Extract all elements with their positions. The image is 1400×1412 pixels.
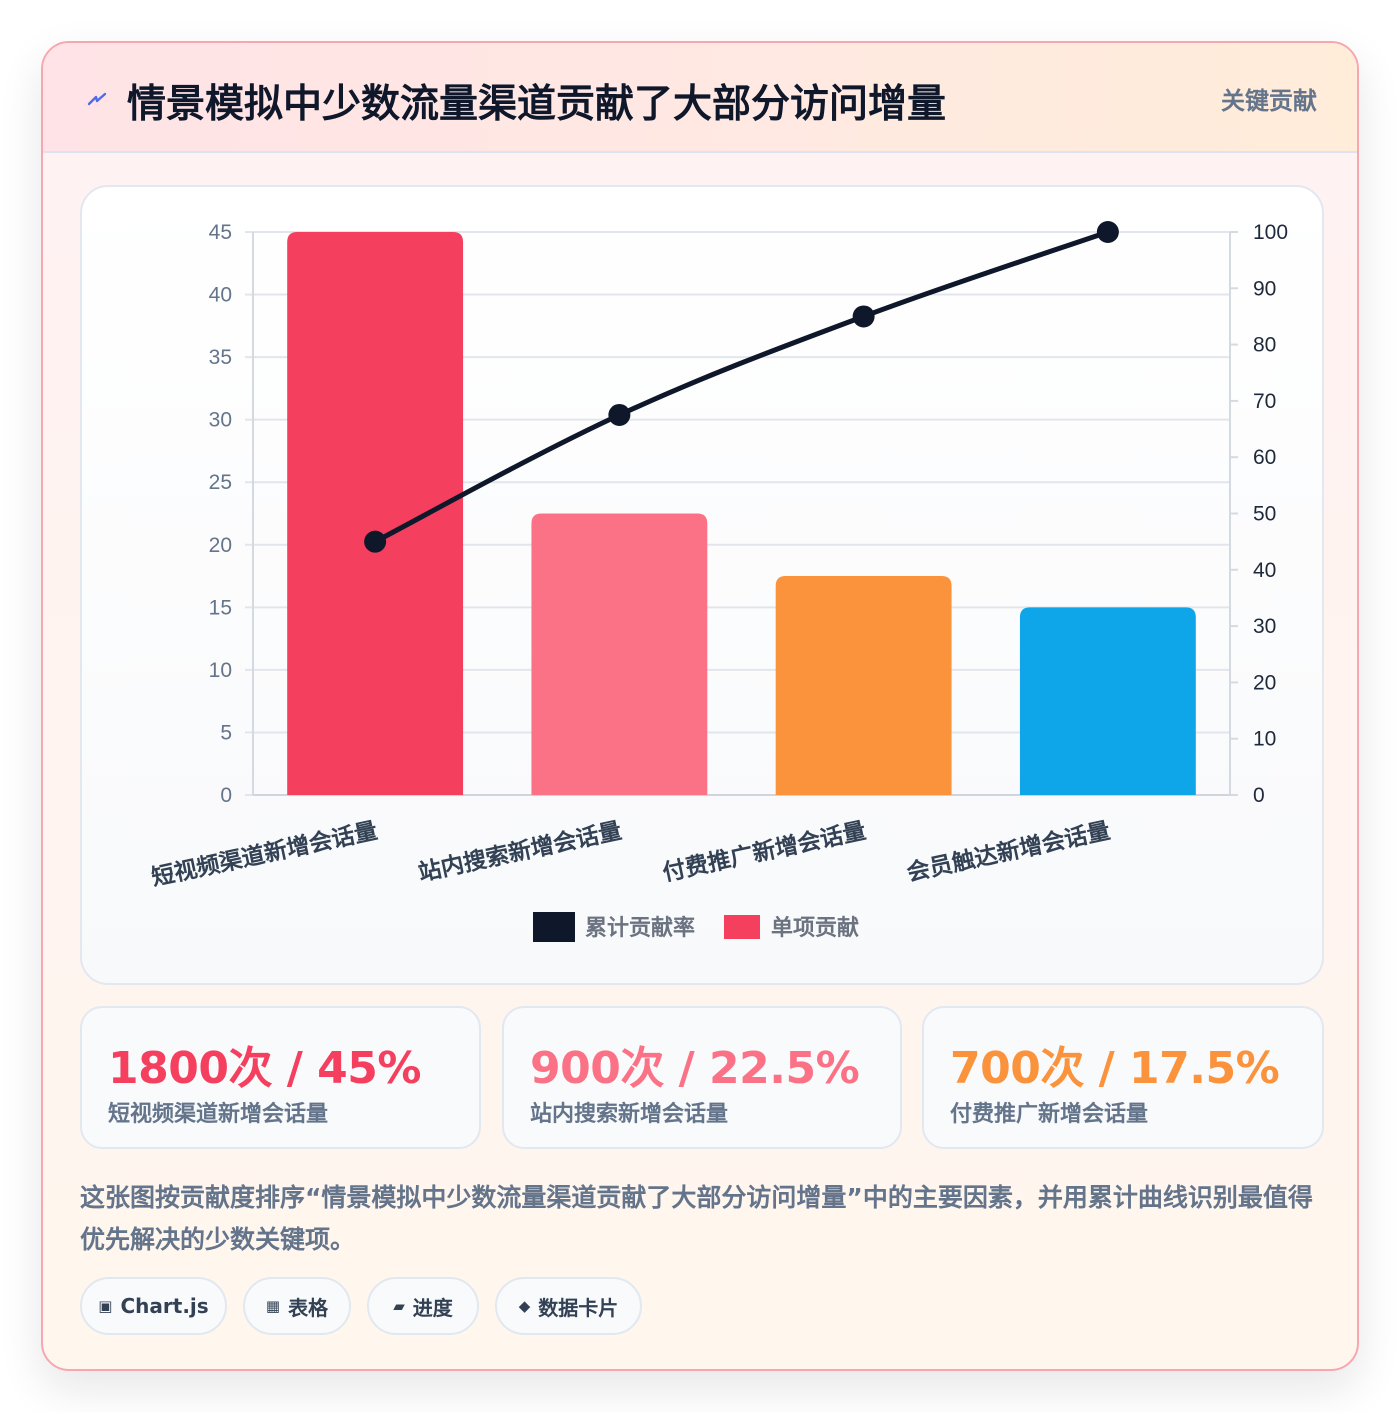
stat-label: 付费推广新增会话量	[950, 1102, 1149, 1127]
chip-label: Chart.js	[120, 1294, 209, 1318]
chip-data-card[interactable]: ◆ 数据卡片	[495, 1277, 642, 1335]
chip-label: 进度	[412, 1295, 453, 1320]
y-left-tick-label: 25	[209, 471, 232, 494]
y-left-tick-label: 35	[209, 346, 232, 369]
y-right-tick-label: 20	[1253, 671, 1276, 694]
y-right-tick-label: 30	[1253, 615, 1276, 638]
stat-card-3: 700次 / 17.5% 付费推广新增会话量	[922, 1006, 1324, 1149]
stat-card-1: 1800次 / 45% 短视频渠道新增会话量	[80, 1006, 481, 1149]
y-right-tick-label: 10	[1253, 728, 1276, 751]
x-category-label: 付费推广新增会话量	[660, 817, 868, 886]
y-left-tick-label: 0	[220, 784, 232, 807]
y-right-tick-label: 70	[1253, 390, 1276, 413]
y-right-tick-label: 60	[1253, 446, 1276, 469]
stat-value: 900次 / 22.5%	[530, 1043, 860, 1094]
chart-description: 这张图按贡献度排序“情景模拟中少数流量渠道贡献了大部分访问增量”中的主要因素，并…	[80, 1183, 1313, 1254]
y-left-tick-label: 40	[209, 284, 232, 307]
y-left-tick-label: 30	[209, 409, 232, 432]
diamond-icon: ◆	[518, 1297, 531, 1315]
stat-value: 1800次 / 45%	[108, 1043, 421, 1094]
y-right-tick-label: 0	[1253, 784, 1265, 807]
y-left-tick-label: 15	[209, 596, 232, 619]
y-left-tick-label: 45	[209, 221, 232, 244]
chip-chartjs[interactable]: ▣ Chart.js	[80, 1277, 227, 1335]
pareto-chart: 0 5 10 15 20 25 30 35 40 45 0 10 20 30 40 50 60 70 80 90 100…	[149, 221, 1288, 942]
cumulative-line	[373, 229, 1109, 544]
cumulative-point-4	[1096, 221, 1119, 243]
stat-label: 短视频渠道新增会话量	[108, 1102, 329, 1127]
stat-value: 700次 / 17.5%	[950, 1043, 1280, 1094]
legend-swatch-single	[724, 915, 760, 939]
x-category-label: 会员触达新增会话量	[904, 817, 1112, 886]
chip-label: 数据卡片	[538, 1295, 619, 1320]
y-right-tick-label: 80	[1253, 334, 1276, 357]
pareto-card: 情景模拟中少数流量渠道贡献了大部分访问增量 关键贡献 0 5 10 15 20 25 30 3…	[41, 41, 1359, 1371]
cumulative-point-3	[852, 305, 875, 328]
y-left-tick-label: 10	[209, 659, 232, 682]
stat-label: 站内搜索新增会话量	[530, 1102, 729, 1127]
y-right-tick-label: 90	[1253, 277, 1276, 300]
cumulative-point-2	[608, 403, 631, 426]
bolt-icon	[87, 92, 107, 106]
legend-label-cumulative: 累计贡献率	[585, 915, 695, 941]
legend-label-single: 单项贡献	[771, 915, 859, 941]
page-title: 情景模拟中少数流量渠道贡献了大部分访问增量	[127, 82, 947, 127]
header-badge: 关键贡献	[1221, 87, 1317, 115]
bar-2	[531, 513, 708, 795]
chart-panel: 0 5 10 15 20 25 30 35 40 45 0 10 20 30 40 50 60 70 80 90 100…	[80, 185, 1324, 985]
chart-icon: ▣	[98, 1297, 113, 1315]
card-header: 情景模拟中少数流量渠道贡献了大部分访问增量 关键贡献	[43, 43, 1357, 153]
y-right-tick-label: 40	[1253, 559, 1276, 582]
progress-icon: ▰	[393, 1297, 405, 1315]
x-category-label: 短视频渠道新增会话量	[149, 817, 380, 891]
bar-1	[287, 232, 464, 795]
cumulative-point-1	[364, 530, 387, 553]
chip-progress[interactable]: ▰ 进度	[367, 1277, 479, 1335]
bar-4	[1019, 607, 1196, 795]
chip-table[interactable]: ▦ 表格	[243, 1277, 351, 1335]
y-left-tick-label: 20	[209, 534, 232, 557]
y-right-tick-label: 50	[1253, 503, 1276, 526]
y-left-tick-label: 5	[220, 721, 232, 744]
stat-card-2: 900次 / 22.5% 站内搜索新增会话量	[502, 1006, 902, 1149]
x-category-label: 站内搜索新增会话量	[416, 817, 624, 886]
table-icon: ▦	[265, 1297, 281, 1315]
bar-3	[775, 576, 952, 795]
chip-label: 表格	[288, 1295, 329, 1320]
y-right-tick-label: 100	[1253, 221, 1288, 244]
legend-swatch-cumulative	[533, 912, 575, 942]
